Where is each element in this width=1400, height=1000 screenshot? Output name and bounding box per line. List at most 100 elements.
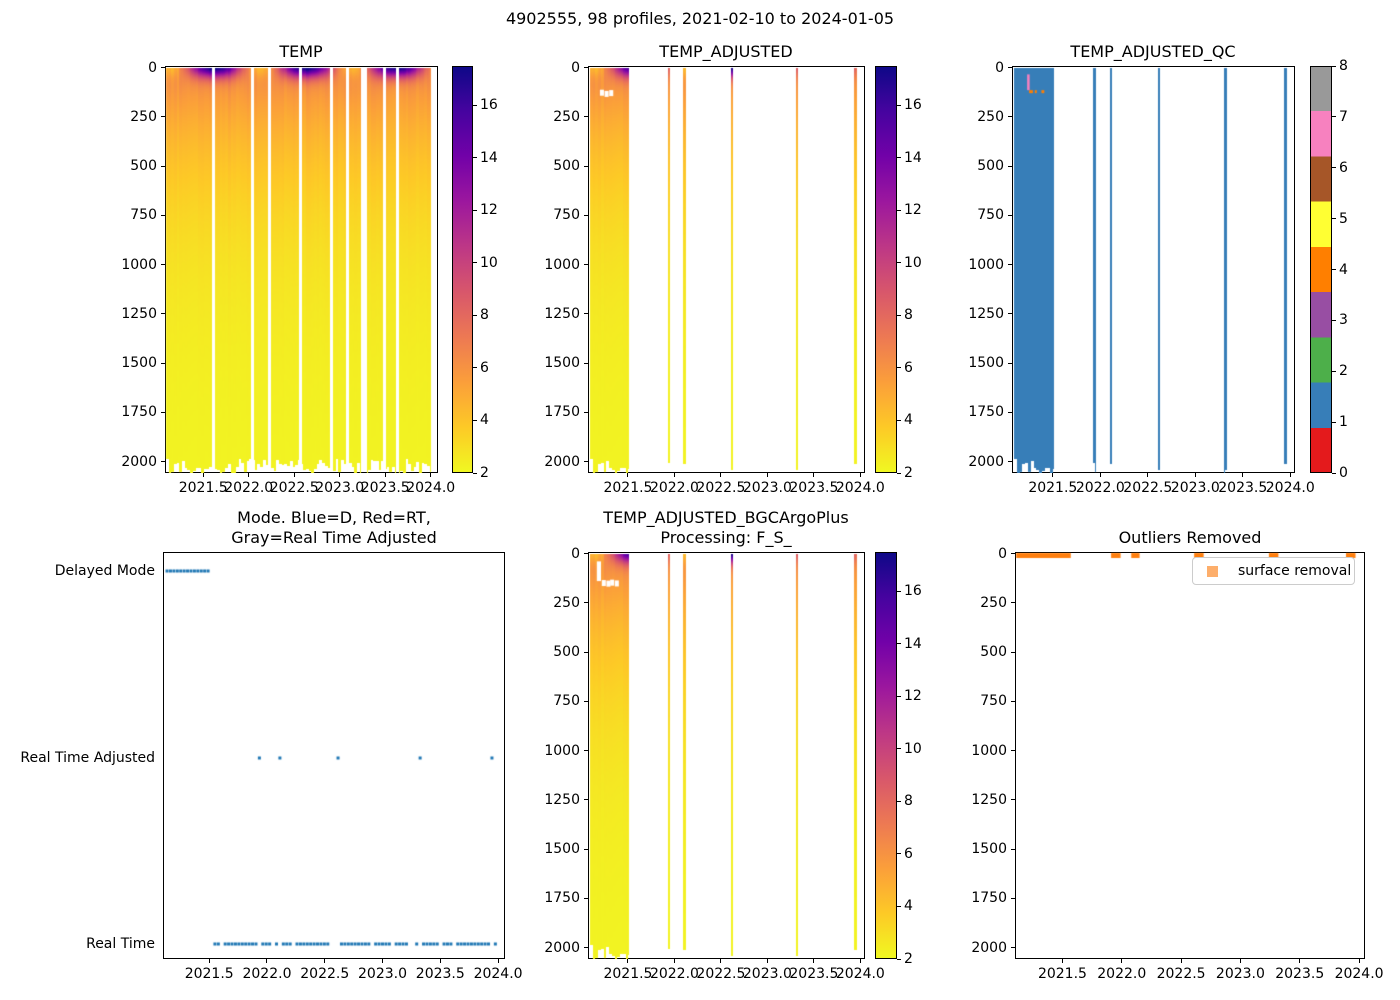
colorbar-tick-mark	[1332, 319, 1336, 321]
colorbar-tick-mark	[1332, 167, 1336, 169]
x-tick-mark	[202, 473, 204, 477]
colorbar-tick-label: 10	[904, 254, 922, 271]
x-tick-mark	[382, 959, 384, 963]
y-tick-mark	[1008, 264, 1012, 265]
y-tick-mark	[584, 700, 588, 702]
y-tick-label: 1250	[121, 305, 157, 322]
colorbar-tick-mark	[897, 695, 901, 697]
y-tick-mark	[161, 313, 165, 315]
y-tick-label: 2000	[971, 939, 1007, 956]
temp-adjusted-colorbar	[875, 66, 897, 473]
colorbar-tick-mark	[897, 104, 901, 106]
temp-title: TEMP	[279, 42, 323, 61]
colorbar-tick-mark	[1332, 65, 1336, 67]
y-tick-label: 0	[571, 545, 580, 562]
x-tick-label: 2023.5	[789, 966, 839, 982]
figure-title: 4902555, 98 profiles, 2021-02-10 to 2024…	[505, 9, 895, 28]
x-tick-label: 2022.5	[269, 480, 319, 496]
x-tick-label: 2021.5	[1028, 480, 1078, 496]
y-tick-label: 0	[148, 59, 157, 76]
y-tick-mark	[584, 411, 588, 413]
y-tick-mark	[584, 165, 588, 167]
x-tick-label: 2021.5	[1037, 966, 1087, 982]
x-tick-mark	[266, 959, 268, 963]
x-tick-mark	[1121, 959, 1123, 963]
x-tick-label: 2022.5	[1156, 966, 1206, 982]
colorbar-tick-mark	[897, 157, 901, 159]
temp-adjusted-qc-axes	[1012, 66, 1295, 473]
y-tick-mark	[584, 947, 588, 948]
y-tick-label: 2000	[544, 939, 580, 956]
y-tick-mark	[584, 362, 588, 364]
x-tick-label: 2021.5	[603, 966, 653, 982]
y-tick-mark	[1008, 362, 1012, 364]
colorbar-tick-label: 14	[904, 149, 922, 166]
x-tick-mark	[813, 473, 815, 477]
colorbar-tick-label: 6	[480, 359, 489, 376]
bgc-title-line2: Processing: F_S_	[660, 528, 792, 547]
x-tick-label: 2022.0	[649, 480, 699, 496]
y-tick-label: 750	[977, 207, 1004, 224]
x-tick-label: 2023.5	[1275, 966, 1325, 982]
colorbar-tick-label: 6	[904, 359, 913, 376]
x-tick-mark	[1052, 473, 1054, 477]
y-tick-label: 1250	[544, 305, 580, 322]
colorbar-tick-mark	[473, 314, 477, 316]
y-tick-mark	[584, 264, 588, 265]
x-tick-label: 2021.5	[603, 480, 653, 496]
colorbar-tick-label: 12	[904, 688, 922, 705]
x-tick-label: 2023.0	[1215, 966, 1265, 982]
y-tick-mark	[584, 116, 588, 118]
colorbar-tick-label: 2	[1339, 363, 1348, 380]
y-tick-mark	[1008, 313, 1012, 315]
colorbar-tick-mark	[897, 643, 901, 645]
outliers-canvas	[1015, 552, 1365, 959]
colorbar-tick-mark	[897, 472, 901, 474]
x-tick-mark	[430, 473, 432, 477]
colorbar-tick-mark	[1332, 218, 1336, 220]
x-tick-mark	[384, 473, 386, 477]
y-tick-mark	[1011, 897, 1015, 899]
y-tick-label: 1750	[544, 890, 580, 907]
x-tick-mark	[1061, 959, 1063, 963]
surface-removal-marker-icon	[1207, 565, 1218, 577]
colorbar-tick-label: 16	[904, 583, 922, 600]
y-tick-label: 250	[130, 108, 157, 125]
mode-tick-real-time-adjusted: Real Time Adjusted	[20, 750, 155, 766]
y-tick-mark	[161, 67, 165, 68]
mode-title-line2: Gray=Real Time Adjusted	[231, 528, 437, 547]
x-tick-label: 2021.5	[184, 966, 234, 982]
colorbar-tick-label: 12	[904, 202, 922, 219]
y-tick-mark	[1011, 799, 1015, 801]
outliers-legend: surface removal	[1192, 557, 1355, 585]
x-tick-label: 2022.0	[242, 966, 292, 982]
bgc-title-line1: TEMP_ADJUSTED_BGCArgoPlus	[603, 508, 849, 527]
x-tick-mark	[1289, 473, 1291, 477]
x-tick-label: 2023.5	[1218, 480, 1268, 496]
colorbar-tick-label: 12	[480, 202, 498, 219]
colorbar-tick-mark	[1332, 472, 1336, 474]
x-tick-label: 2022.5	[1123, 480, 1173, 496]
y-tick-label: 0	[571, 59, 580, 76]
y-tick-label: 1500	[544, 355, 580, 371]
y-tick-label: 250	[980, 594, 1007, 611]
x-tick-label: 2023.0	[742, 966, 792, 982]
colorbar-tick-mark	[1332, 421, 1336, 423]
colorbar-tick-mark	[897, 748, 901, 750]
y-tick-mark	[584, 67, 588, 68]
y-tick-mark	[161, 411, 165, 413]
x-tick-mark	[324, 959, 326, 963]
x-tick-mark	[248, 473, 250, 477]
colorbar-tick-mark	[897, 958, 901, 960]
temp-adjusted-title: TEMP_ADJUSTED	[659, 42, 793, 61]
mode-tick-delayed-mode: Delayed Mode	[54, 563, 155, 579]
x-tick-mark	[339, 473, 341, 477]
x-tick-label: 2024.0	[406, 480, 456, 496]
x-tick-mark	[1180, 959, 1182, 963]
x-tick-label: 2023.0	[1170, 480, 1220, 496]
x-tick-label: 2022.5	[696, 966, 746, 982]
x-tick-mark	[859, 959, 861, 963]
x-tick-mark	[1147, 473, 1149, 477]
colorbar-tick-label: 0	[1339, 465, 1348, 481]
y-tick-mark	[584, 897, 588, 899]
